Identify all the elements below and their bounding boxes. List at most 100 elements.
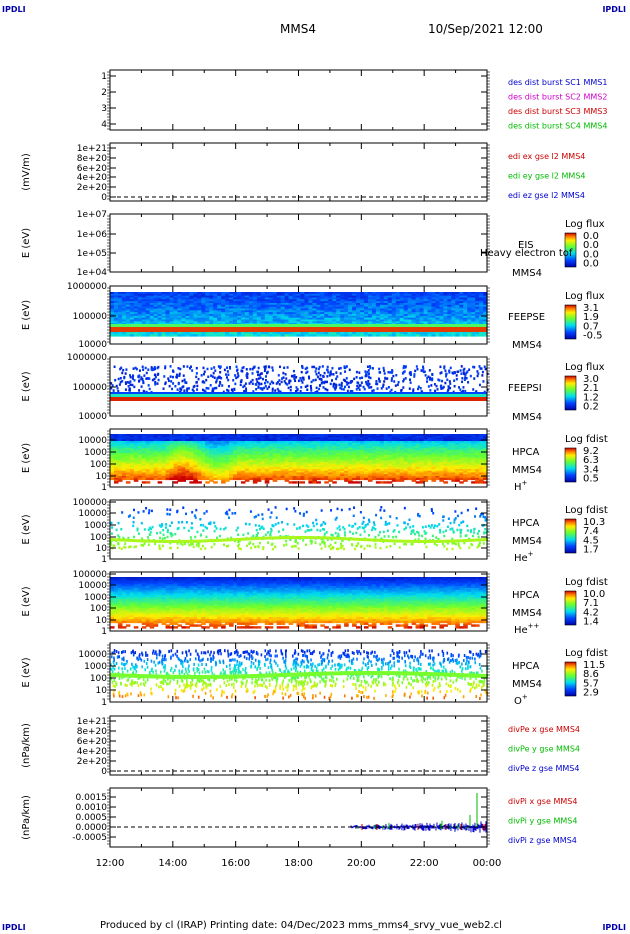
spectrogram-cell — [447, 315, 452, 319]
spectrogram-cell — [129, 303, 135, 306]
spectrogram-cell — [363, 315, 369, 319]
spectrogram-cell — [125, 315, 131, 319]
spectrogram-cell — [264, 304, 270, 308]
spectrogram-cell — [316, 304, 321, 308]
spectrogram-cell — [288, 303, 294, 306]
spectrogram-cell — [113, 467, 119, 470]
spectrogram-cell — [268, 293, 274, 297]
spectrogram-cell — [343, 366, 346, 370]
spectrogram-cell — [201, 321, 206, 324]
spectrogram-cell — [399, 479, 405, 482]
spectrogram-cell — [383, 293, 389, 297]
spectrogram-cell — [129, 437, 135, 440]
spectrogram-cell — [310, 386, 313, 390]
spectrogram-cell — [201, 463, 206, 467]
spectrogram-cell — [165, 472, 171, 475]
spectrogram-cell — [360, 453, 365, 456]
spectrogram-cell — [280, 453, 286, 456]
spectrogram-cell — [451, 301, 456, 304]
spectrogram-cell — [332, 481, 337, 484]
spectrogram-cell — [161, 334, 167, 337]
spectrogram-cell — [181, 292, 186, 295]
spectrogram-cell — [336, 332, 341, 335]
spectrogram-cell — [475, 308, 480, 311]
spectrogram-cell — [382, 385, 385, 388]
spectrogram-cell — [284, 303, 290, 306]
spectrogram-cell — [161, 297, 167, 300]
spectrogram-cell — [344, 293, 349, 297]
spectrogram-cell — [209, 437, 214, 440]
spectrogram-cell — [110, 315, 115, 319]
spectrogram-cell — [395, 292, 401, 295]
spectrogram-cell — [308, 439, 313, 442]
spectrogram-cell — [328, 295, 333, 299]
spectrogram-cell — [407, 304, 413, 308]
spectrogram-cell — [423, 303, 429, 306]
spectrogram-cell — [451, 310, 456, 313]
spectrogram-cell — [244, 474, 250, 477]
spectrogram-cell — [133, 312, 139, 315]
spectrogram-cell — [221, 446, 226, 449]
spectrogram-cell — [328, 314, 333, 317]
spectrogram-cell — [260, 456, 266, 460]
spectrogram-cell — [141, 306, 147, 310]
spectrogram-cell — [129, 444, 135, 447]
spectrogram-cell — [439, 308, 444, 311]
spectrogram-cell — [387, 449, 393, 453]
spectrogram-cell — [360, 477, 365, 481]
spectrogram-cell — [407, 334, 413, 337]
spectrogram-cell — [181, 334, 186, 337]
spectrogram-cell — [296, 306, 302, 310]
spectrogram-cell — [221, 295, 226, 299]
spectrogram-cell — [185, 444, 190, 447]
spectrogram-cell — [141, 292, 147, 295]
spectrogram-cell — [209, 295, 214, 299]
spectrogram-cell — [332, 460, 337, 463]
spectrogram-cell — [300, 439, 306, 442]
spectrogram-cell — [280, 317, 286, 321]
spectrogram-cell — [268, 437, 274, 440]
spectrogram-cell — [309, 384, 312, 388]
spectrogram-cell — [276, 299, 282, 302]
spectrogram-cell — [276, 310, 282, 313]
spectrogram-cell — [211, 387, 214, 391]
spectrogram-cell — [182, 374, 185, 377]
spectrogram-cell — [336, 469, 341, 472]
spectrogram-cell — [356, 315, 361, 319]
spectrogram-cell — [229, 312, 234, 315]
spectrogram-cell — [141, 455, 147, 458]
spectrogram-cell — [213, 444, 218, 447]
spectrogram-cell — [213, 446, 218, 449]
spectrogram-cell — [403, 470, 409, 474]
spectrogram-cell — [233, 312, 238, 315]
spectrogram-cell — [467, 299, 472, 302]
spectrogram-cell — [288, 437, 294, 440]
spectrogram-cell — [248, 315, 254, 319]
spectrogram-cell — [177, 319, 183, 322]
spectrogram-cell — [121, 460, 127, 463]
spectrogram-cell — [213, 386, 216, 390]
spectrogram-cell — [177, 448, 183, 451]
spectrogram-cell — [167, 377, 170, 380]
spectrogram-cell — [316, 476, 321, 479]
spectrogram-cell — [157, 378, 160, 382]
spectrogram-cell — [117, 441, 123, 444]
spectrogram-cell — [236, 477, 242, 481]
spectrogram-cell — [312, 308, 317, 311]
spectrogram-cell — [149, 308, 155, 311]
spectrogram-cell — [113, 295, 119, 299]
spectrogram-cell — [201, 312, 206, 315]
spectrogram-cell — [439, 317, 444, 321]
spectrogram-cell — [133, 315, 139, 319]
spectrogram-cell — [300, 292, 306, 295]
spectrogram-cell — [443, 321, 448, 324]
spectrogram-cell — [483, 299, 488, 302]
spectrogram-cell — [236, 448, 242, 451]
spectrogram-cell — [304, 472, 310, 475]
spectrogram-cell — [264, 297, 270, 300]
spectrogram-cell — [431, 292, 437, 295]
spectrogram-cell — [157, 462, 163, 465]
spectrogram-cell — [145, 470, 151, 474]
spectrogram-cell — [201, 435, 206, 439]
spectrogram-cell — [157, 310, 163, 313]
